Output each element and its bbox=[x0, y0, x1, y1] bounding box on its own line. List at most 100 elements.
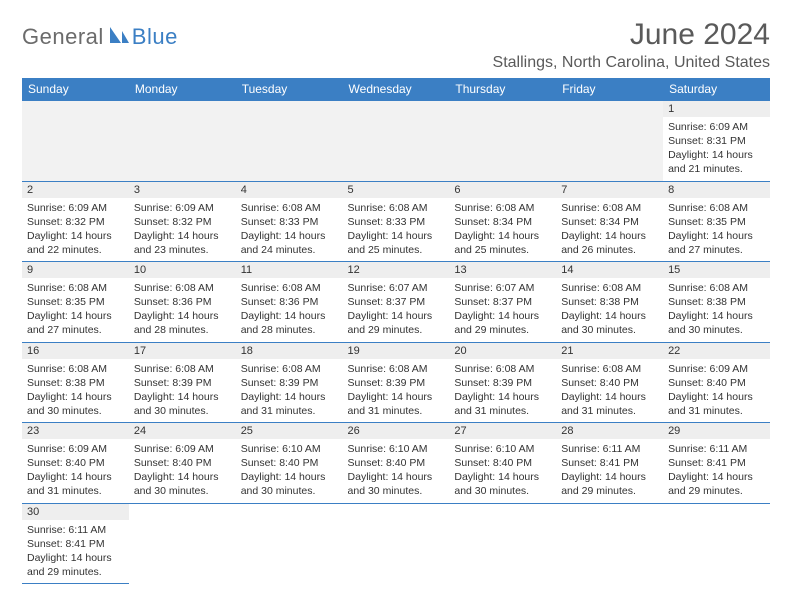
sunset-text: Sunset: 8:40 PM bbox=[241, 457, 338, 470]
daylight1-text: Daylight: 14 hours bbox=[668, 149, 765, 162]
daylight2-text: and 29 minutes. bbox=[348, 324, 445, 337]
sunrise-text: Sunrise: 6:10 AM bbox=[454, 443, 551, 456]
sunset-text: Sunset: 8:40 PM bbox=[454, 457, 551, 470]
calendar-cell: 15Sunrise: 6:08 AMSunset: 8:38 PMDayligh… bbox=[663, 262, 770, 343]
calendar-cell: 19Sunrise: 6:08 AMSunset: 8:39 PMDayligh… bbox=[343, 342, 450, 423]
sunset-text: Sunset: 8:40 PM bbox=[27, 457, 124, 470]
sunset-text: Sunset: 8:37 PM bbox=[454, 296, 551, 309]
calendar-cell: 20Sunrise: 6:08 AMSunset: 8:39 PMDayligh… bbox=[449, 342, 556, 423]
daylight2-text: and 30 minutes. bbox=[134, 485, 231, 498]
daylight1-text: Daylight: 14 hours bbox=[134, 471, 231, 484]
daylight2-text: and 31 minutes. bbox=[561, 405, 658, 418]
day-details: Sunrise: 6:08 AMSunset: 8:36 PMDaylight:… bbox=[236, 278, 343, 342]
day-number: 22 bbox=[663, 343, 770, 359]
calendar-cell: 24Sunrise: 6:09 AMSunset: 8:40 PMDayligh… bbox=[129, 423, 236, 504]
day-details: Sunrise: 6:08 AMSunset: 8:35 PMDaylight:… bbox=[663, 198, 770, 262]
calendar-cell bbox=[556, 503, 663, 584]
calendar-cell: 16Sunrise: 6:08 AMSunset: 8:38 PMDayligh… bbox=[22, 342, 129, 423]
calendar-cell: 27Sunrise: 6:10 AMSunset: 8:40 PMDayligh… bbox=[449, 423, 556, 504]
sunrise-text: Sunrise: 6:11 AM bbox=[27, 524, 124, 537]
sunset-text: Sunset: 8:34 PM bbox=[561, 216, 658, 229]
calendar-cell: 5Sunrise: 6:08 AMSunset: 8:33 PMDaylight… bbox=[343, 181, 450, 262]
daylight2-text: and 27 minutes. bbox=[27, 324, 124, 337]
day-details: Sunrise: 6:08 AMSunset: 8:33 PMDaylight:… bbox=[343, 198, 450, 262]
day-details: Sunrise: 6:08 AMSunset: 8:38 PMDaylight:… bbox=[663, 278, 770, 342]
calendar-cell: 13Sunrise: 6:07 AMSunset: 8:37 PMDayligh… bbox=[449, 262, 556, 343]
calendar-body: 1Sunrise: 6:09 AMSunset: 8:31 PMDaylight… bbox=[22, 101, 770, 584]
day-details: Sunrise: 6:08 AMSunset: 8:39 PMDaylight:… bbox=[236, 359, 343, 423]
logo-text-general: General bbox=[22, 24, 104, 50]
daylight1-text: Daylight: 14 hours bbox=[27, 230, 124, 243]
day-details: Sunrise: 6:11 AMSunset: 8:41 PMDaylight:… bbox=[556, 439, 663, 503]
sunrise-text: Sunrise: 6:08 AM bbox=[668, 202, 765, 215]
daylight1-text: Daylight: 14 hours bbox=[27, 391, 124, 404]
weekday-header: Wednesday bbox=[343, 78, 450, 101]
day-details: Sunrise: 6:10 AMSunset: 8:40 PMDaylight:… bbox=[449, 439, 556, 503]
calendar-table-wrap: Sunday Monday Tuesday Wednesday Thursday… bbox=[22, 78, 770, 584]
daylight2-text: and 25 minutes. bbox=[454, 244, 551, 257]
day-details: Sunrise: 6:09 AMSunset: 8:40 PMDaylight:… bbox=[129, 439, 236, 503]
day-details: Sunrise: 6:08 AMSunset: 8:39 PMDaylight:… bbox=[129, 359, 236, 423]
daylight2-text: and 29 minutes. bbox=[668, 485, 765, 498]
sunset-text: Sunset: 8:36 PM bbox=[134, 296, 231, 309]
sunrise-text: Sunrise: 6:10 AM bbox=[348, 443, 445, 456]
day-number: 20 bbox=[449, 343, 556, 359]
daylight2-text: and 25 minutes. bbox=[348, 244, 445, 257]
day-number: 24 bbox=[129, 423, 236, 439]
day-number: 17 bbox=[129, 343, 236, 359]
calendar-table: Sunday Monday Tuesday Wednesday Thursday… bbox=[22, 78, 770, 584]
sunrise-text: Sunrise: 6:09 AM bbox=[27, 202, 124, 215]
day-number: 19 bbox=[343, 343, 450, 359]
daylight1-text: Daylight: 14 hours bbox=[27, 552, 124, 565]
daylight1-text: Daylight: 14 hours bbox=[27, 310, 124, 323]
day-number: 10 bbox=[129, 262, 236, 278]
sunset-text: Sunset: 8:38 PM bbox=[561, 296, 658, 309]
calendar-week-row: 1Sunrise: 6:09 AMSunset: 8:31 PMDaylight… bbox=[22, 101, 770, 181]
day-number: 6 bbox=[449, 182, 556, 198]
day-details: Sunrise: 6:08 AMSunset: 8:40 PMDaylight:… bbox=[556, 359, 663, 423]
day-details: Sunrise: 6:08 AMSunset: 8:33 PMDaylight:… bbox=[236, 198, 343, 262]
sunrise-text: Sunrise: 6:08 AM bbox=[134, 363, 231, 376]
calendar-cell: 12Sunrise: 6:07 AMSunset: 8:37 PMDayligh… bbox=[343, 262, 450, 343]
calendar-cell: 4Sunrise: 6:08 AMSunset: 8:33 PMDaylight… bbox=[236, 181, 343, 262]
sunset-text: Sunset: 8:41 PM bbox=[668, 457, 765, 470]
calendar-cell bbox=[343, 503, 450, 584]
sunrise-text: Sunrise: 6:08 AM bbox=[27, 282, 124, 295]
calendar-cell bbox=[236, 101, 343, 181]
day-number: 21 bbox=[556, 343, 663, 359]
day-number: 27 bbox=[449, 423, 556, 439]
sunset-text: Sunset: 8:40 PM bbox=[561, 377, 658, 390]
daylight2-text: and 30 minutes. bbox=[454, 485, 551, 498]
calendar-cell bbox=[129, 101, 236, 181]
daylight1-text: Daylight: 14 hours bbox=[561, 310, 658, 323]
sunrise-text: Sunrise: 6:11 AM bbox=[668, 443, 765, 456]
sunrise-text: Sunrise: 6:09 AM bbox=[134, 202, 231, 215]
daylight1-text: Daylight: 14 hours bbox=[241, 471, 338, 484]
day-details: Sunrise: 6:08 AMSunset: 8:39 PMDaylight:… bbox=[343, 359, 450, 423]
sunrise-text: Sunrise: 6:08 AM bbox=[561, 202, 658, 215]
day-number: 30 bbox=[22, 504, 129, 520]
day-number: 16 bbox=[22, 343, 129, 359]
sunset-text: Sunset: 8:33 PM bbox=[348, 216, 445, 229]
day-details: Sunrise: 6:08 AMSunset: 8:36 PMDaylight:… bbox=[129, 278, 236, 342]
calendar-week-row: 30Sunrise: 6:11 AMSunset: 8:41 PMDayligh… bbox=[22, 503, 770, 584]
calendar-cell: 28Sunrise: 6:11 AMSunset: 8:41 PMDayligh… bbox=[556, 423, 663, 504]
sunrise-text: Sunrise: 6:08 AM bbox=[134, 282, 231, 295]
daylight1-text: Daylight: 14 hours bbox=[454, 230, 551, 243]
daylight2-text: and 30 minutes. bbox=[348, 485, 445, 498]
month-title: June 2024 bbox=[493, 18, 770, 52]
daylight2-text: and 30 minutes. bbox=[134, 405, 231, 418]
daylight1-text: Daylight: 14 hours bbox=[241, 230, 338, 243]
sunrise-text: Sunrise: 6:09 AM bbox=[27, 443, 124, 456]
daylight2-text: and 30 minutes. bbox=[241, 485, 338, 498]
sunset-text: Sunset: 8:35 PM bbox=[668, 216, 765, 229]
daylight2-text: and 31 minutes. bbox=[668, 405, 765, 418]
daylight1-text: Daylight: 14 hours bbox=[348, 230, 445, 243]
calendar-cell: 21Sunrise: 6:08 AMSunset: 8:40 PMDayligh… bbox=[556, 342, 663, 423]
daylight2-text: and 31 minutes. bbox=[454, 405, 551, 418]
day-details: Sunrise: 6:08 AMSunset: 8:34 PMDaylight:… bbox=[556, 198, 663, 262]
day-number: 5 bbox=[343, 182, 450, 198]
daylight1-text: Daylight: 14 hours bbox=[241, 310, 338, 323]
calendar-cell: 6Sunrise: 6:08 AMSunset: 8:34 PMDaylight… bbox=[449, 181, 556, 262]
sunset-text: Sunset: 8:32 PM bbox=[27, 216, 124, 229]
